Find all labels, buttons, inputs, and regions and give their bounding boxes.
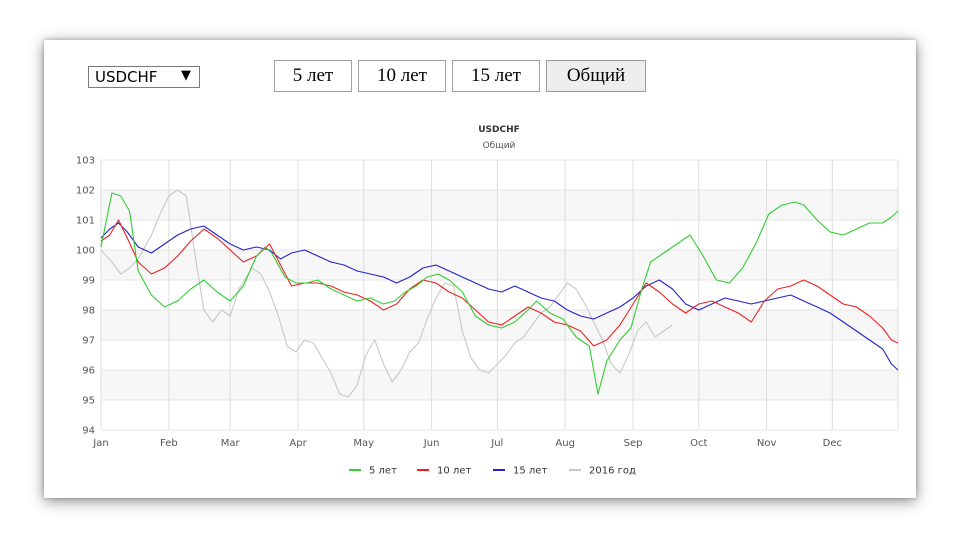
chart-panel: USDCHF ▼ 5 лет 10 лет 15 лет Общий USDCH… — [44, 40, 916, 498]
x-tick-label: Apr — [289, 438, 307, 449]
x-tick-label: Aug — [555, 438, 575, 449]
chart-title: USDCHF — [478, 125, 520, 135]
grid-band — [101, 190, 898, 220]
x-tick-label: Jan — [92, 438, 108, 449]
y-tick-label: 103 — [76, 156, 95, 167]
x-tick-label: Sep — [624, 438, 643, 449]
x-tick-label: Mar — [221, 438, 241, 449]
grid-band — [101, 250, 898, 280]
chart-legend: 5 лет 10 лет 15 лет 2016 год — [349, 466, 636, 477]
series-line — [100, 222, 899, 371]
series-lines — [100, 189, 899, 398]
x-tick-label: Oct — [690, 438, 707, 449]
y-axis: 94 95 96 97 98 99 100 101 102 103 — [76, 156, 95, 437]
period-button-10-years[interactable]: 10 лет — [358, 60, 446, 92]
x-tick-label: Dec — [823, 438, 842, 449]
period-button-5-years[interactable]: 5 лет — [274, 60, 352, 92]
y-tick-label: 100 — [76, 246, 95, 257]
y-tick-label: 102 — [76, 186, 95, 197]
y-tick-label: 98 — [82, 306, 95, 317]
symbol-select-value: USDCHF — [95, 68, 158, 86]
x-axis: Jan Feb Mar Apr May Jun Jul Aug Sep Oct Nov Dec — [92, 438, 842, 449]
legend-label: 2016 год — [589, 466, 636, 477]
y-tick-label: 101 — [76, 216, 95, 227]
period-button-15-years[interactable]: 15 лет — [452, 60, 540, 92]
series-line — [100, 192, 899, 395]
x-tick-label: Jun — [423, 438, 440, 449]
grid-band — [101, 370, 898, 400]
legend-label: 5 лет — [369, 466, 397, 477]
legend-label: 10 лет — [437, 466, 471, 477]
plot-area — [101, 160, 898, 430]
y-tick-label: 94 — [82, 426, 95, 437]
y-tick-label: 96 — [82, 366, 95, 377]
period-button-all[interactable]: Общий — [546, 60, 646, 92]
chart-subtitle: Общий — [483, 141, 516, 151]
x-tick-label: May — [353, 438, 374, 449]
series-line — [100, 219, 899, 347]
x-tick-label: Feb — [160, 438, 178, 449]
symbol-select[interactable]: USDCHF ▼ — [88, 66, 200, 88]
legend-label: 15 лет — [513, 466, 547, 477]
y-tick-label: 99 — [82, 276, 95, 287]
y-tick-label: 95 — [82, 396, 95, 407]
chart-grid — [100, 159, 899, 431]
x-tick-label: Nov — [757, 438, 777, 449]
series-line — [100, 189, 673, 398]
y-tick-label: 97 — [82, 336, 95, 347]
x-tick-label: Jul — [490, 438, 503, 449]
line-chart: USDCHF Общий 94 95 96 97 98 99 100 101 102 103 Ja… — [76, 125, 899, 477]
dropdown-arrow-icon: ▼ — [181, 68, 191, 83]
